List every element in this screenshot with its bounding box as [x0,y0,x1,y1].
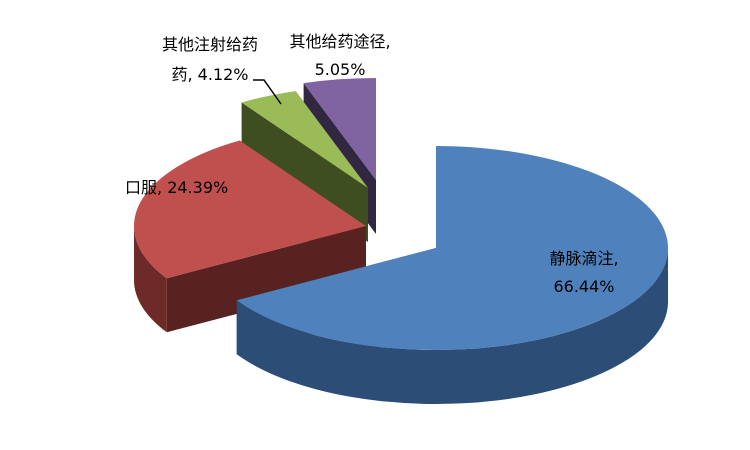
leader-lines [253,79,282,105]
slice-wall-oral-a [166,226,366,333]
slice-top-oral [133,140,366,279]
slice-side-oral [134,226,167,333]
label-other: 其他给药途径, [289,32,390,51]
slice-top-other [303,78,376,180]
slice-side-iv [236,248,668,405]
slice-top-injection [241,91,368,188]
value-injection: 药, 4.12% [171,65,248,84]
value-iv: 66.44% [553,277,614,296]
label-injection: 其他注射给药 [162,35,258,54]
label-iv: 静脉滴注, [549,249,618,268]
slice-top-iv [236,146,668,351]
leader-line-injection [253,79,282,105]
label-oral: 口服, 24.39% [125,178,228,197]
data-labels: 静脉滴注, 66.44% 口服, 24.39% 其他注射给药 药, 4.12% … [125,32,619,296]
value-other: 5.05% [315,60,366,79]
pie-slice-tops [133,78,668,351]
